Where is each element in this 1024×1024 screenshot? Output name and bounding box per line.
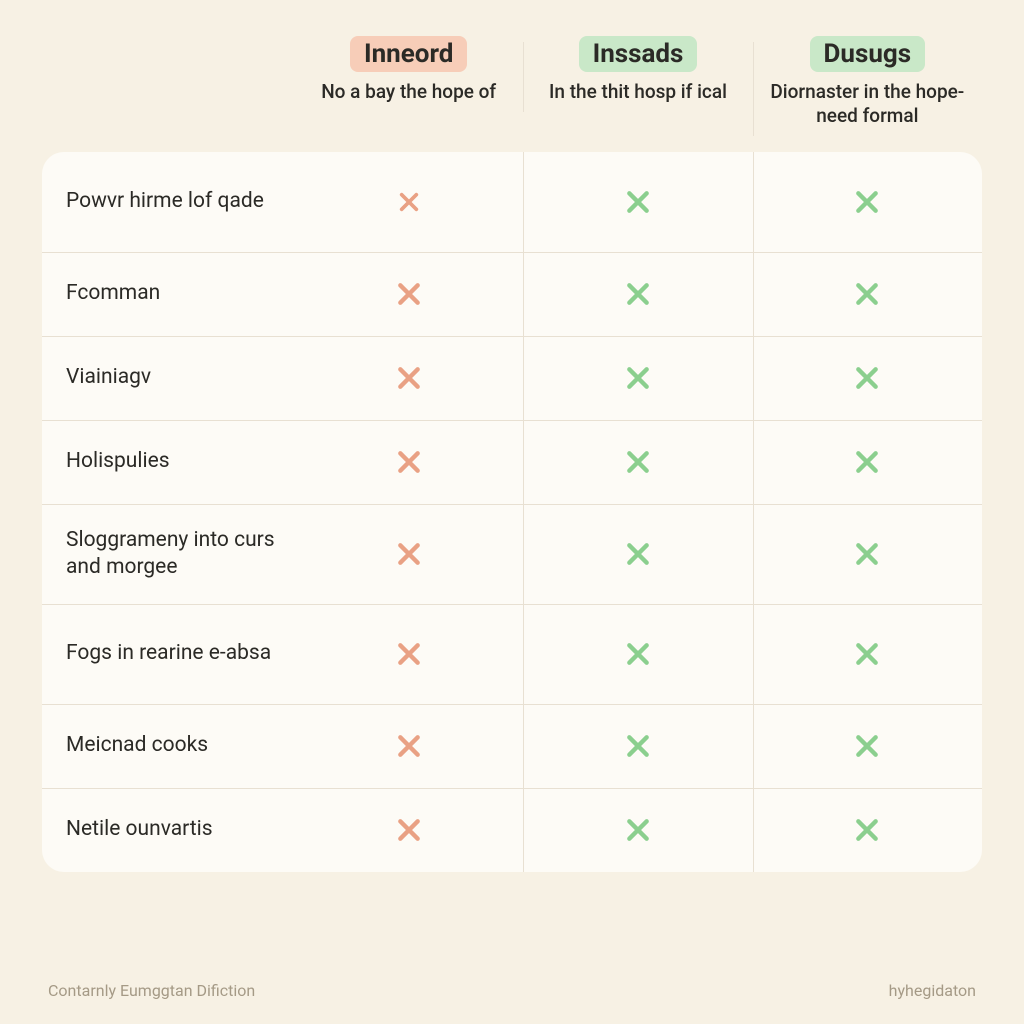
x-mark-icon bbox=[625, 449, 651, 475]
x-mark-icon bbox=[854, 365, 880, 391]
x-mark-icon bbox=[854, 641, 880, 667]
footer-right-text: hyhegidaton bbox=[889, 981, 976, 1000]
table-cell bbox=[294, 505, 523, 604]
column-title: Inneord bbox=[350, 36, 467, 72]
table-body: Powvr hirme lof qadeFcommanViainiagvHoli… bbox=[42, 152, 982, 872]
table-cell bbox=[523, 421, 752, 504]
table-cell bbox=[523, 705, 752, 788]
table-cell bbox=[753, 253, 982, 336]
table-cell bbox=[523, 337, 752, 420]
x-mark-icon bbox=[854, 541, 880, 567]
table-cell bbox=[294, 789, 523, 872]
table-cell bbox=[753, 152, 982, 252]
x-mark-icon bbox=[625, 641, 651, 667]
comparison-table: Inneord No a bay the hope of Inssads In … bbox=[42, 36, 982, 957]
table-row: Powvr hirme lof qade bbox=[42, 152, 982, 252]
table-row: Netile ounvartis bbox=[42, 788, 982, 872]
column-header-1: Inneord No a bay the hope of bbox=[294, 36, 523, 104]
table-cell bbox=[753, 705, 982, 788]
x-mark-icon bbox=[396, 281, 422, 307]
x-mark-icon bbox=[625, 281, 651, 307]
table-cell bbox=[294, 152, 523, 252]
x-mark-icon bbox=[854, 189, 880, 215]
table-cell bbox=[294, 705, 523, 788]
table-cell bbox=[753, 337, 982, 420]
x-mark-icon bbox=[625, 365, 651, 391]
x-mark-icon bbox=[854, 449, 880, 475]
row-label: Viainiagv bbox=[42, 337, 294, 420]
table-cell bbox=[294, 253, 523, 336]
table-row: Sloggrameny into curs and morgee bbox=[42, 504, 982, 604]
table-row: Holispulies bbox=[42, 420, 982, 504]
x-mark-icon bbox=[625, 541, 651, 567]
x-mark-icon bbox=[396, 365, 422, 391]
x-mark-icon bbox=[854, 281, 880, 307]
column-header-2: Inssads In the thit hosp if ical bbox=[523, 36, 752, 104]
x-mark-icon bbox=[396, 541, 422, 567]
column-subtitle: Diornaster in the hope-need formal bbox=[763, 80, 972, 128]
table-cell bbox=[294, 605, 523, 704]
row-label: Netile ounvartis bbox=[42, 789, 294, 872]
column-subtitle: In the thit hosp if ical bbox=[533, 80, 742, 104]
footer-left-text: Contarnly Eumggtan Difiction bbox=[48, 981, 255, 1000]
table-row: Meicnad cooks bbox=[42, 704, 982, 788]
table-cell bbox=[753, 421, 982, 504]
x-mark-icon bbox=[398, 191, 420, 213]
x-mark-icon bbox=[625, 189, 651, 215]
row-label: Sloggrameny into curs and morgee bbox=[42, 505, 294, 604]
table-cell bbox=[523, 152, 752, 252]
x-mark-icon bbox=[854, 817, 880, 843]
row-label: Fogs in rearine e-absa bbox=[42, 605, 294, 704]
x-mark-icon bbox=[396, 449, 422, 475]
table-row: Fcomman bbox=[42, 252, 982, 336]
column-title: Inssads bbox=[579, 36, 698, 72]
table-row: Viainiagv bbox=[42, 336, 982, 420]
row-label: Fcomman bbox=[42, 253, 294, 336]
table-cell bbox=[753, 605, 982, 704]
column-header-3: Dusugs Diornaster in the hope-need forma… bbox=[753, 36, 982, 128]
x-mark-icon bbox=[625, 733, 651, 759]
table-cell bbox=[753, 505, 982, 604]
x-mark-icon bbox=[396, 817, 422, 843]
column-subtitle: No a bay the hope of bbox=[304, 80, 513, 104]
row-label: Powvr hirme lof qade bbox=[42, 152, 294, 252]
x-mark-icon bbox=[396, 641, 422, 667]
table-cell bbox=[294, 421, 523, 504]
table-cell bbox=[753, 789, 982, 872]
footer: Contarnly Eumggtan Difiction hyhegidaton bbox=[42, 957, 982, 1000]
x-mark-icon bbox=[396, 733, 422, 759]
x-mark-icon bbox=[854, 733, 880, 759]
table-cell bbox=[294, 337, 523, 420]
table-row: Fogs in rearine e-absa bbox=[42, 604, 982, 704]
table-cell bbox=[523, 253, 752, 336]
table-cell bbox=[523, 505, 752, 604]
column-title: Dusugs bbox=[810, 36, 926, 72]
x-mark-icon bbox=[625, 817, 651, 843]
row-label: Holispulies bbox=[42, 421, 294, 504]
table-cell bbox=[523, 605, 752, 704]
table-header-row: Inneord No a bay the hope of Inssads In … bbox=[42, 36, 982, 128]
row-label: Meicnad cooks bbox=[42, 705, 294, 788]
table-cell bbox=[523, 789, 752, 872]
